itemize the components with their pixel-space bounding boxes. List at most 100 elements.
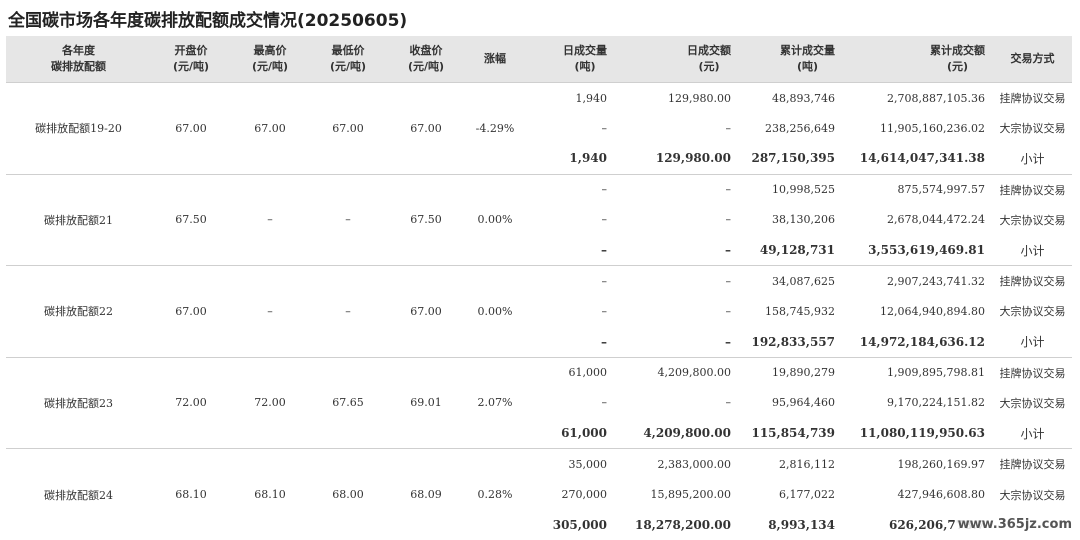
- cumulative-amount: 2,678,044,472.24: [887, 213, 985, 227]
- daily-amount: –: [615, 173, 739, 205]
- daily-amount: 18,278,200.00: [634, 517, 731, 532]
- close-price: 68.09: [387, 448, 465, 540]
- cumulative-amount: 14,972,184,636.12: [859, 334, 985, 349]
- price-change: 0.00%: [465, 173, 525, 266]
- daily-amount: –: [725, 304, 732, 318]
- column-header: 收盘价 (元/吨): [387, 36, 465, 83]
- table-row: 碳排放配额23 72.00 72.00 67.65 69.01 2.07% 61,000 4,…: [6, 356, 1072, 449]
- daily-amount: –: [725, 213, 732, 227]
- column-header: 交易方式: [993, 36, 1072, 83]
- column-header: 日成交量 (吨): [525, 36, 615, 83]
- low-price: 68.00: [309, 448, 387, 540]
- cumulative-amount: 875,574,997.57: [843, 173, 993, 205]
- trade-method: 挂牌协议交易: [993, 265, 1072, 297]
- low-price: –: [309, 265, 387, 358]
- close-price: 67.00: [387, 265, 465, 358]
- cumulative-volume: 238,256,649: [765, 121, 835, 135]
- trade-method: 挂牌协议交易: [993, 448, 1072, 480]
- trade-method: 大宗协议交易: [999, 396, 1066, 410]
- cumulative-volume: 19,890,279: [739, 356, 843, 388]
- daily-volume: –: [601, 334, 607, 349]
- trade-method: 小计: [1020, 426, 1045, 441]
- column-header: 日成交额 (元): [615, 36, 739, 83]
- cumulative-volume: 49,128,731: [759, 243, 835, 258]
- quota-name: 碳排放配额19-20: [6, 82, 151, 175]
- daily-volume: –: [601, 213, 608, 227]
- table-body: 碳排放配额19-20 67.00 67.00 67.00 67.00 -4.29% 1,94…: [6, 82, 1072, 540]
- table-row: 1,940 129,980.00 287,150,395 14,614,047,341…: [6, 143, 1072, 174]
- column-header: 涨幅: [465, 36, 525, 83]
- cumulative-amount: 3,553,619,469.81: [868, 243, 985, 258]
- high-price: 67.00: [231, 82, 309, 175]
- table-row: – – 95,964,460 9,170,224,151.82 大宗协议交易: [6, 388, 1072, 418]
- cumulative-volume: 2,816,112: [739, 448, 843, 480]
- trade-method: 挂牌协议交易: [993, 173, 1072, 205]
- cumulative-volume: 48,893,746: [739, 82, 843, 114]
- daily-amount: –: [725, 243, 731, 258]
- quota-name: 碳排放配额23: [6, 356, 151, 449]
- daily-amount: –: [725, 396, 732, 410]
- cumulative-volume: 158,745,932: [765, 304, 835, 318]
- table-row: – – 158,745,932 12,064,940,894.80 大宗协议交易: [6, 296, 1072, 326]
- cumulative-volume: 8,993,134: [768, 517, 835, 532]
- cumulative-amount: 14,614,047,341.38: [859, 151, 985, 166]
- daily-amount: 129,980.00: [615, 82, 739, 114]
- trade-method: 大宗协议交易: [999, 213, 1066, 227]
- daily-volume: 1,940: [525, 82, 615, 114]
- price-change: 0.00%: [465, 265, 525, 358]
- daily-volume: –: [601, 243, 607, 258]
- trade-method: 小计: [1020, 151, 1045, 166]
- high-price: 72.00: [231, 356, 309, 449]
- close-price: 67.00: [387, 82, 465, 175]
- price-change: -4.29%: [465, 82, 525, 175]
- price-change: 0.28%: [465, 448, 525, 540]
- watermark: www.365jz.com: [955, 517, 1074, 532]
- high-price: –: [231, 173, 309, 266]
- cumulative-volume: 10,998,525: [739, 173, 843, 205]
- open-price: 67.00: [151, 265, 231, 358]
- column-header: 累计成交额 (元): [843, 36, 993, 83]
- cumulative-amount: 2,708,887,105.36: [843, 82, 993, 114]
- cumulative-amount: 12,064,940,894.80: [880, 304, 985, 318]
- daily-amount: 4,209,800.00: [615, 356, 739, 388]
- daily-volume: –: [525, 265, 615, 297]
- table-row: 碳排放配额22 67.00– –67.00 0.00% – –34,087,625 2,90…: [6, 265, 1072, 358]
- close-price: 69.01: [387, 356, 465, 449]
- column-header: 开盘价 (元/吨): [151, 36, 231, 83]
- daily-volume: 61,000: [525, 356, 615, 388]
- cumulative-volume: 38,130,206: [772, 213, 835, 227]
- column-header: 最低价 (元/吨): [309, 36, 387, 83]
- low-price: 67.00: [309, 82, 387, 175]
- low-price: –: [309, 173, 387, 266]
- cumulative-volume: 34,087,625: [739, 265, 843, 297]
- cumulative-amount: 1,909,895,798.81: [843, 356, 993, 388]
- daily-volume: –: [601, 304, 608, 318]
- daily-volume: –: [601, 121, 608, 135]
- table-header-row: 各年度 碳排放配额 开盘价 (元/吨) 最高价 (元/吨) 最低价 (元/吨) 收盘价 (元/吨)…: [6, 36, 1072, 83]
- trade-method: 大宗协议交易: [999, 122, 1066, 136]
- table-row: 碳排放配额24 68.10 68.10 68.00 68.09 0.28% 35,000 2,…: [6, 448, 1072, 540]
- trade-method: 大宗协议交易: [999, 488, 1066, 502]
- quota-name: 碳排放配额22: [6, 265, 151, 358]
- column-header: 累计成交量 (吨): [739, 36, 843, 83]
- quota-name: 碳排放配额24: [6, 448, 151, 540]
- page-title: 全国碳市场各年度碳排放配额成交情况(20250605): [8, 11, 408, 31]
- close-price: 67.50: [387, 173, 465, 266]
- table-row: – – 238,256,649 11,905,160,236.02 大宗协议交易: [6, 113, 1072, 143]
- cumulative-amount: 11,080,119,950.63: [859, 426, 985, 441]
- trade-method: 大宗协议交易: [999, 305, 1066, 319]
- high-price: –: [231, 265, 309, 358]
- daily-volume: 61,000: [561, 426, 607, 441]
- cumulative-volume: 192,833,557: [751, 334, 835, 349]
- daily-volume: 1,940: [569, 151, 607, 166]
- cumulative-volume: 287,150,395: [751, 151, 835, 166]
- table-row: – – 192,833,557 14,972,184,636.12 小计: [6, 327, 1072, 358]
- daily-amount: 4,209,800.00: [643, 426, 731, 441]
- cumulative-volume: 95,964,460: [772, 396, 835, 410]
- high-price: 68.10: [231, 448, 309, 540]
- open-price: 67.00: [151, 82, 231, 175]
- table-row: 碳排放配额19-20 67.00 67.00 67.00 67.00 -4.29% 1,94…: [6, 82, 1072, 175]
- daily-volume: 270,000: [561, 488, 608, 502]
- daily-amount: 15,895,200.00: [650, 488, 731, 502]
- cumulative-amount: 2,907,243,741.32: [843, 265, 993, 297]
